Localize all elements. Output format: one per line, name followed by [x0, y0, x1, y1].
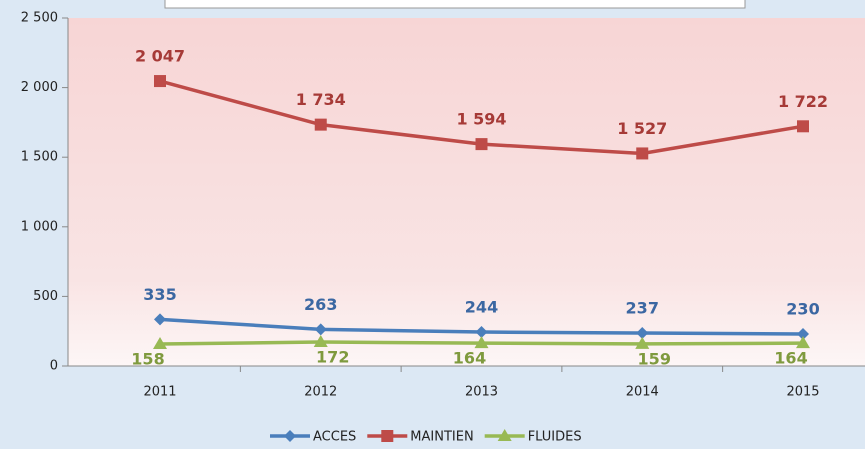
data-label: 244 [465, 298, 498, 317]
data-label: 2 047 [135, 47, 185, 66]
point [797, 120, 809, 133]
plot-area [68, 18, 865, 366]
point [154, 75, 166, 88]
y-tick-label: 2 500 [21, 11, 58, 26]
point [636, 147, 649, 160]
point [475, 138, 488, 151]
data-label: 1 722 [778, 92, 828, 111]
y-tick-label: 1 000 [21, 219, 58, 234]
point [314, 323, 327, 336]
data-label: 263 [304, 295, 337, 314]
legend-label: MAINTIEN [410, 430, 473, 445]
point [797, 327, 809, 340]
legend-label: FLUIDES [528, 430, 582, 445]
data-label: 158 [131, 350, 164, 369]
point [153, 337, 167, 350]
y-tick-label: 0 [50, 359, 58, 374]
data-label: 1 594 [456, 110, 506, 129]
data-label: 230 [786, 299, 819, 318]
data-label: 164 [774, 349, 807, 368]
y-tick-label: 1 500 [21, 150, 58, 165]
point [796, 336, 810, 349]
data-label: 159 [638, 349, 671, 368]
data-label: 1 734 [296, 90, 346, 109]
x-tick-label: 2014 [626, 385, 659, 400]
data-label: 1 527 [617, 119, 667, 138]
data-label: 164 [453, 349, 486, 368]
point [635, 336, 650, 349]
x-tick-label: 2013 [465, 385, 498, 400]
point [314, 118, 327, 131]
x-tick-label: 2012 [304, 385, 337, 400]
point [154, 313, 166, 326]
x-tick-label: 2011 [143, 385, 176, 400]
legend-marker [284, 430, 296, 442]
legend-marker [497, 429, 512, 441]
data-label: 335 [143, 285, 176, 304]
point [474, 336, 489, 349]
x-tick-label: 2015 [786, 385, 819, 400]
data-label: 172 [316, 348, 349, 367]
y-tick-label: 2 000 [21, 80, 58, 95]
point [313, 335, 328, 348]
title-box [164, 0, 746, 9]
legend-marker [381, 430, 394, 442]
point [636, 327, 649, 340]
y-tick-label: 500 [33, 289, 58, 304]
legend-label: ACCES [313, 430, 356, 445]
data-label: 237 [626, 299, 659, 318]
point [475, 326, 488, 339]
